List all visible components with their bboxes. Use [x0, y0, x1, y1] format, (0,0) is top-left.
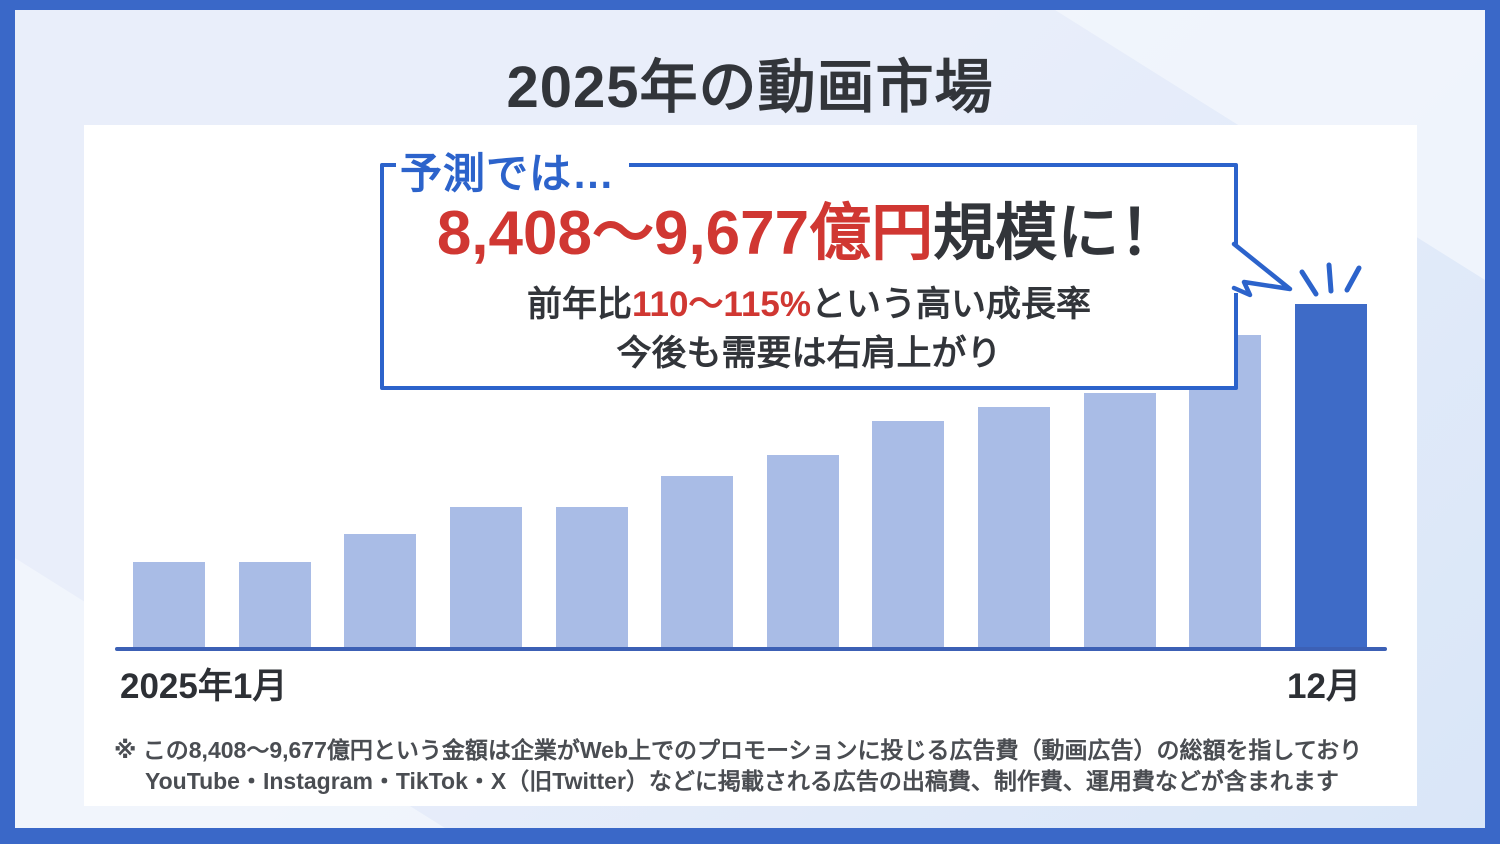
footnote-line-1: ※ この8,408〜9,677億円という金額は企業がWeb上でのプロモーションに… — [114, 735, 1362, 766]
bar-7月 — [767, 455, 839, 648]
page-title: 2025年の動画市場 — [506, 55, 994, 120]
callout-demand-line: 今後も需要は右肩上がり — [616, 334, 1002, 373]
growth-rate: 110〜115% — [631, 285, 812, 324]
bar-5月 — [556, 507, 628, 648]
callout-tail-pointer — [1228, 241, 1293, 298]
footnote-text-1: この8,408〜9,677億円という金額は企業がWeb上でのプロモーションに投じ… — [142, 737, 1363, 763]
growth-suffix: という高い成長率 — [811, 285, 1092, 324]
x-axis-line — [115, 647, 1387, 651]
bar-8月 — [872, 421, 944, 648]
bar-12月 — [1295, 304, 1367, 648]
bar-4月 — [450, 507, 522, 648]
bar-1月 — [133, 562, 205, 648]
callout-label: 予測では… — [396, 153, 630, 195]
bar-2月 — [239, 562, 311, 648]
bar-9月 — [978, 407, 1050, 648]
callout-headline-amount: 8,408〜9,677億円 — [436, 199, 934, 268]
bar-6月 — [661, 476, 733, 648]
forecast-callout: 予測では… 8,408〜9,677億円規模に！ 前年比110〜115%という高い… — [380, 153, 1238, 390]
footnote: ※ この8,408〜9,677億円という金額は企業がWeb上でのプロモーションに… — [114, 735, 1362, 797]
footnote-marker: ※ — [114, 737, 137, 763]
callout-growth-line: 前年比110〜115%という高い成長率 — [384, 285, 1234, 325]
footnote-line-2: YouTube・Instagram・TikTok・X（旧Twitter）などに掲… — [145, 768, 1339, 794]
callout-headline-rest: 規模に！ — [933, 199, 1182, 268]
x-axis-label-start: 2025年1月 — [120, 667, 288, 706]
growth-prefix: 前年比 — [526, 285, 632, 324]
x-axis-label-end: 12月 — [1287, 667, 1361, 706]
callout-headline: 8,408〜9,677億円規模に！ — [384, 201, 1234, 266]
bar-10月 — [1084, 393, 1156, 648]
bar-3月 — [344, 534, 416, 648]
sparkle-emphasis-icon — [1299, 262, 1362, 297]
